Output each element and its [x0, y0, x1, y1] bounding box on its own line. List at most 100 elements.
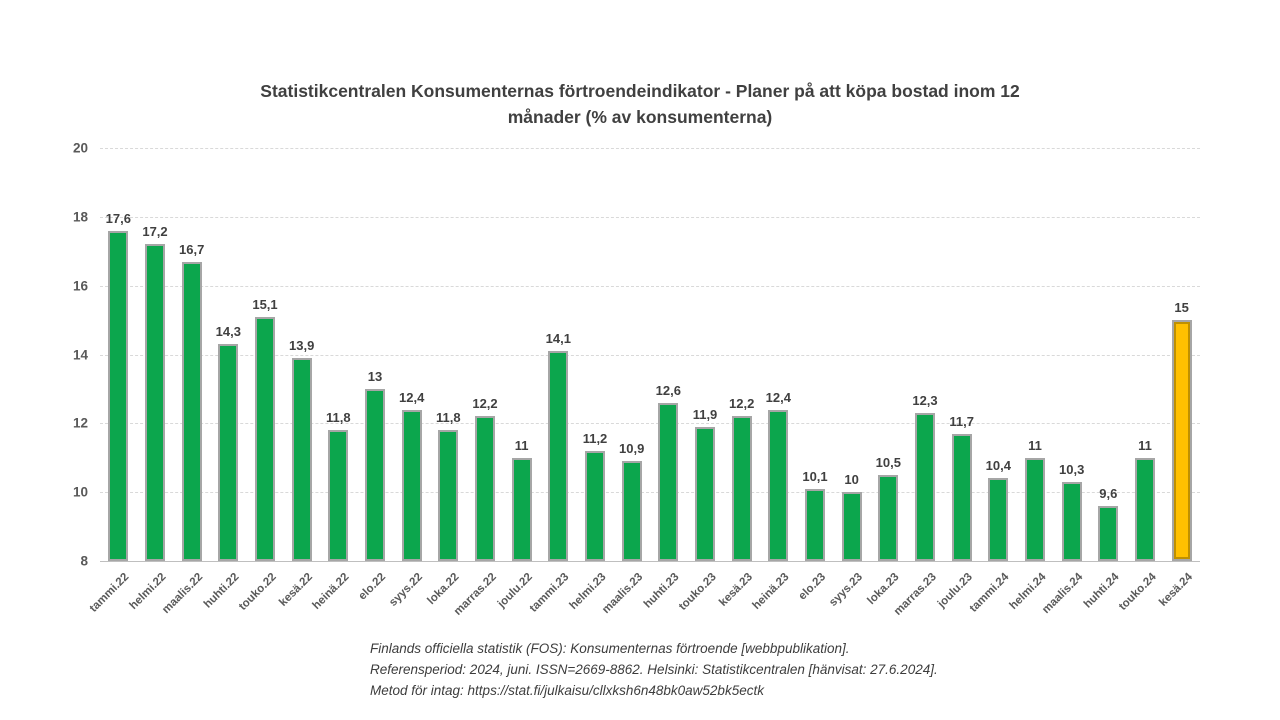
bar-value-label-kesä.23: 12,2	[729, 396, 755, 412]
y-tick-label-12: 12	[72, 415, 88, 431]
x-tick-label-elo.22: elo.22	[356, 571, 389, 603]
bar-value-label-syys.23: 10	[844, 472, 859, 488]
x-tick-label-tammi.24: tammi.24	[968, 571, 1012, 615]
bar-value-label-elo.23: 10,1	[802, 468, 828, 484]
bar-tammi.24	[988, 478, 1009, 561]
y-tick-label-8: 8	[80, 553, 88, 569]
y-axis: 20 18 16 14 12 10 8	[60, 141, 96, 569]
source-line: Finlands officiella statistik (FOS): Kon…	[370, 641, 850, 656]
gridline-8	[100, 561, 1200, 562]
bar-tammi.22	[108, 230, 129, 561]
bar-value-label-marras.22: 12,2	[472, 396, 498, 412]
bar-value-label-marras.23: 12,3	[912, 393, 938, 409]
bar-kesä.24	[1171, 320, 1192, 561]
bar-value-label-loka.22: 11,8	[436, 410, 461, 426]
bar-huhti.22	[218, 344, 239, 561]
bar-elo.22	[365, 388, 385, 561]
x-tick-label-loka.22: loka.22	[425, 571, 462, 608]
x-tick-label-heinä.23: heinä.23	[750, 571, 792, 613]
bar-marras.23	[915, 413, 935, 561]
bar-value-label-helmi.24: 11	[1028, 437, 1042, 453]
bar-value-label-helmi.22: 17,2	[142, 224, 168, 240]
x-tick-label-elo.23: elo.23	[796, 571, 829, 603]
bar-syys.22	[401, 409, 422, 561]
x-tick-label-tammi.22: tammi.22	[88, 571, 132, 615]
plot-area: 17,6 17,2 16,7 14,3 15,1 13,9 11,8 13 12,4 11,8 12…	[100, 148, 1200, 562]
bar-loka.22	[438, 430, 459, 561]
gridline-14	[100, 354, 1200, 356]
bar-kesä.23	[731, 416, 752, 561]
bar-heinä.23	[768, 409, 789, 561]
bar-value-label-heinä.23: 12,4	[765, 389, 791, 405]
bar-touko.23	[695, 426, 715, 561]
gridline-18	[100, 216, 1200, 218]
bar-joulu.22	[511, 457, 532, 561]
y-tick-label-16: 16	[72, 278, 88, 294]
bar-value-label-loka.23: 10,5	[875, 454, 901, 470]
bar-value-label-tammi.22: 17,6	[105, 210, 131, 226]
x-tick-label-huhti.23: huhti.23	[642, 571, 682, 611]
y-tick-label-10: 10	[72, 484, 88, 500]
bar-value-label-tammi.24: 10,4	[985, 458, 1011, 474]
x-tick-label-touko.24: touko.24	[1116, 571, 1159, 613]
x-tick-label-syys.23: syys.23	[827, 571, 866, 609]
bar-value-label-touko.22: 15,1	[252, 296, 278, 312]
bar-value-label-syys.22: 12,4	[399, 389, 425, 405]
bar-maalis.22	[181, 261, 202, 561]
bar-value-label-huhti.23: 12,6	[655, 382, 681, 398]
x-tick-label-kesä.24: kesä.24	[1157, 571, 1196, 609]
bar-loka.23	[878, 474, 899, 561]
bar-value-label-maalis.22: 16,7	[179, 241, 205, 257]
bar-touko.22	[255, 316, 275, 561]
bar-huhti.24	[1098, 505, 1119, 561]
bar-maalis.23	[621, 461, 642, 561]
bar-value-label-kesä.24: 15	[1174, 300, 1189, 316]
bar-value-label-elo.22: 13	[367, 368, 383, 384]
bar-value-label-helmi.23: 11,2	[582, 430, 608, 446]
bar-helmi.22	[145, 244, 165, 561]
bar-syys.23	[841, 492, 862, 561]
gridline-10	[100, 492, 1200, 494]
bar-value-label-kesä.22: 13,9	[289, 337, 315, 353]
source-footer: Finlands officiella statistik (FOS): Kon…	[370, 638, 938, 701]
bar-heinä.22	[328, 430, 349, 561]
bar-value-label-touko.24: 11	[1138, 437, 1152, 453]
bar-joulu.23	[951, 433, 972, 561]
chart-title-line-2: månader (% av konsumenterna)	[507, 107, 773, 127]
y-tick-label-20: 20	[72, 140, 88, 156]
x-tick-label-touko.22: touko.22	[236, 571, 279, 613]
bar-elo.23	[805, 488, 825, 561]
x-tick-label-loka.23: loka.23	[865, 571, 902, 608]
bar-marras.22	[475, 416, 495, 561]
x-tick-label-tammi.23: tammi.23	[528, 571, 572, 615]
bar-value-label-heinä.22: 11,8	[326, 410, 351, 426]
chart-title: Statistikcentralen Konsumenternas förtro…	[0, 78, 1280, 130]
bar-value-label-joulu.23: 11,7	[949, 413, 974, 429]
gridline-12	[100, 423, 1200, 425]
bar-helmi.23	[585, 450, 605, 561]
gridline-20	[100, 148, 1200, 149]
bar-value-label-tammi.23: 14,1	[545, 331, 571, 347]
x-tick-label-syys.22: syys.22	[387, 571, 426, 609]
bar-value-label-maalis.24: 10,3	[1059, 461, 1085, 477]
bar-value-label-maalis.23: 10,9	[619, 441, 645, 457]
x-axis: tammi.22 helmi.22 maalis.22 huhti.22 touko.2…	[88, 561, 1200, 631]
gridline-16	[100, 285, 1200, 287]
source-line: Referensperiod: 2024, juni. ISSN=2669-88…	[370, 662, 938, 677]
x-tick-label-huhti.22: huhti.22	[202, 571, 242, 611]
bar-value-label-huhti.24: 9,6	[1099, 485, 1118, 501]
bar-value-label-huhti.22: 14,3	[215, 324, 241, 340]
bar-helmi.24	[1025, 457, 1045, 561]
bar-value-label-joulu.22: 11	[514, 437, 529, 453]
bar-maalis.24	[1061, 481, 1082, 561]
bar-value-label-touko.23: 11,9	[692, 406, 718, 422]
y-tick-label-14: 14	[72, 347, 88, 362]
x-tick-label-heinä.22: heinä.22	[310, 571, 352, 613]
y-tick-label-18: 18	[72, 209, 88, 225]
x-tick-label-touko.23: touko.23	[676, 571, 719, 613]
bar-touko.24	[1135, 457, 1155, 561]
chart-title-line-1: Statistikcentralen Konsumenternas förtro…	[260, 81, 1020, 101]
bar-tammi.23	[548, 351, 569, 561]
bar-huhti.23	[658, 402, 679, 561]
source-line: Metod för intag: https://stat.fi/julkais…	[370, 683, 764, 698]
